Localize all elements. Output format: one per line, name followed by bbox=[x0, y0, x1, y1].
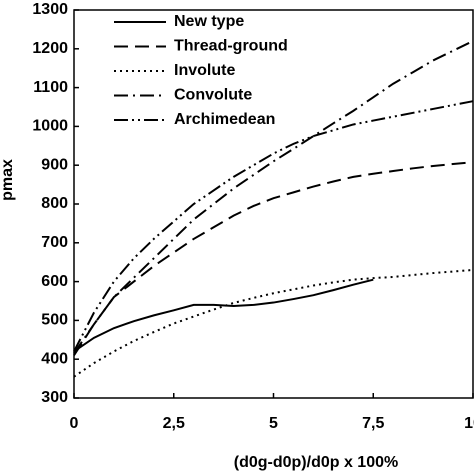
series-line bbox=[73, 278, 374, 353]
legend-label: Thread-ground bbox=[174, 38, 288, 55]
legend-label: Archimedean bbox=[174, 111, 275, 128]
y-tick-label: 400 bbox=[41, 350, 68, 367]
series-line bbox=[73, 40, 474, 354]
legend-label: Convolute bbox=[174, 87, 252, 104]
legend-label: Involute bbox=[174, 62, 235, 79]
y-tick-label: 1000 bbox=[32, 118, 68, 135]
plot-frame bbox=[73, 9, 474, 399]
y-axis-label: pmax bbox=[0, 159, 16, 201]
y-tick-label: 600 bbox=[41, 273, 68, 290]
series-line bbox=[73, 161, 474, 356]
y-tick-label: 800 bbox=[41, 195, 68, 212]
x-tick-label: 5 bbox=[269, 415, 278, 432]
x-tick-label: 7,5 bbox=[362, 415, 384, 432]
y-tick-label: 700 bbox=[41, 234, 68, 251]
series-line bbox=[73, 268, 474, 378]
y-tick-label: 300 bbox=[41, 389, 68, 406]
x-axis-label: (d0g-d0p)/d0p x 100% bbox=[234, 454, 398, 471]
x-tick-label: 0 bbox=[70, 415, 79, 432]
legend-label: New type bbox=[174, 13, 244, 30]
y-tick-label: 1100 bbox=[33, 79, 68, 96]
y-tick-label: 1300 bbox=[32, 1, 68, 18]
y-tick-label: 500 bbox=[41, 312, 68, 329]
series-line bbox=[73, 100, 474, 352]
y-tick-label: 900 bbox=[41, 156, 68, 173]
x-tick-label: 2,5 bbox=[163, 415, 185, 432]
y-tick-label: 1200 bbox=[32, 40, 68, 57]
x-tick-label: 10 bbox=[464, 415, 474, 432]
